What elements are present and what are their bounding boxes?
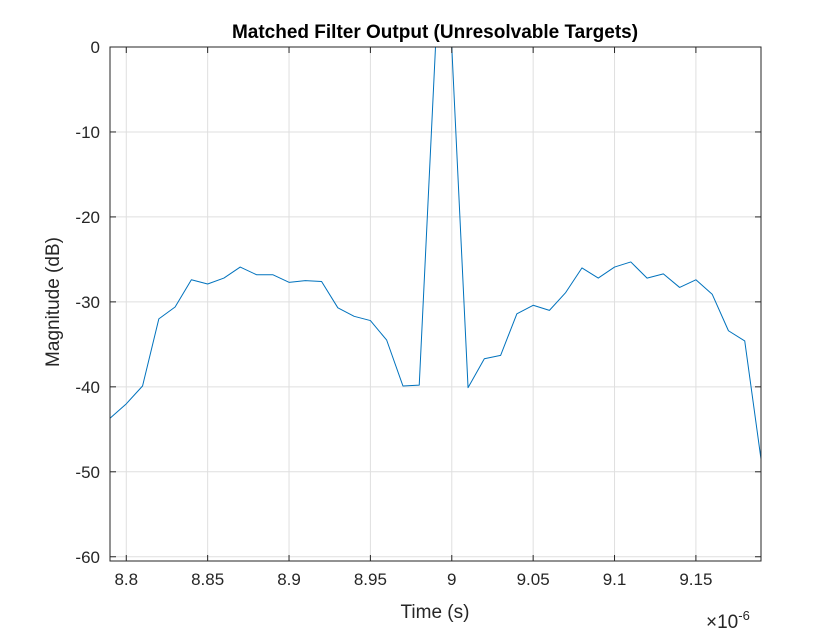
x-exponent-base: ×10	[706, 612, 738, 630]
y-tick-label: -40	[75, 378, 100, 397]
x-tick-label: 9	[447, 570, 456, 589]
y-tick-label: -60	[75, 548, 100, 567]
grid-lines	[110, 46, 761, 561]
x-tick-label: 8.95	[354, 570, 387, 589]
chart-title: Matched Filter Output (Unresolvable Targ…	[232, 22, 638, 43]
x-tick-label: 9.05	[517, 570, 550, 589]
x-axis-exponent: ×10-6	[706, 608, 750, 630]
x-tick-labels: 8.8 8.85 8.9 8.95 9 9.05 9.1 9.15	[114, 570, 712, 589]
x-exponent-power: -6	[738, 608, 750, 623]
x-tick-label: 9.15	[679, 570, 712, 589]
x-tick-label: 8.9	[277, 570, 301, 589]
y-axis-label: Magnitude (dB)	[43, 237, 64, 367]
y-tick-label: -20	[75, 208, 100, 227]
plot-area-border	[109, 46, 762, 562]
y-tick-label: -10	[75, 123, 100, 142]
x-axis-label: Time (s)	[401, 602, 470, 623]
x-tick-label: 8.85	[191, 570, 224, 589]
y-tick-label: 0	[91, 38, 100, 57]
x-tick-label: 9.1	[603, 570, 627, 589]
tick-marks	[110, 46, 761, 561]
y-tick-labels: 0 -10 -20 -30 -40 -50 -60	[75, 38, 100, 567]
y-tick-label: -50	[75, 463, 100, 482]
y-tick-label: -30	[75, 293, 100, 312]
x-tick-label: 8.8	[114, 570, 138, 589]
